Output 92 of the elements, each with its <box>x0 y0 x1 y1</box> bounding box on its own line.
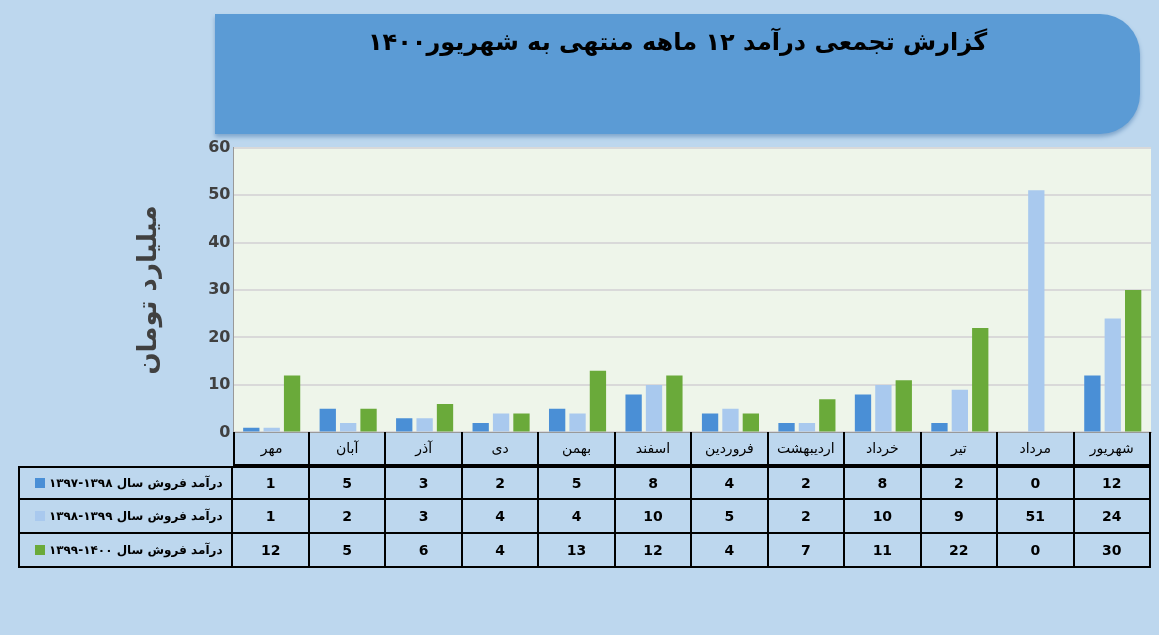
bar <box>569 413 586 432</box>
bar <box>798 422 816 432</box>
data-label: 5 <box>692 500 769 535</box>
data-label: 5 <box>309 534 387 569</box>
data-label: 12 <box>615 534 693 569</box>
x-tick-label: بهمن <box>539 432 616 467</box>
bar <box>1084 375 1101 432</box>
bar <box>819 399 836 432</box>
x-tick-label: تیر <box>921 432 999 467</box>
x-tick-label: شهریور <box>1074 432 1151 467</box>
bar <box>1125 290 1142 432</box>
data-label: 13 <box>539 534 616 569</box>
data-label: 1 <box>233 500 310 535</box>
data-label: 3 <box>386 466 463 501</box>
data-label: 8 <box>615 466 693 501</box>
data-label: 2 <box>462 466 540 501</box>
data-label: 2 <box>768 500 846 535</box>
data-label: 12 <box>233 534 310 569</box>
x-tick-label: مرداد <box>998 432 1075 467</box>
x-tick-label: اردیبهشت <box>768 432 846 467</box>
data-label: 3 <box>386 500 463 535</box>
x-tick-label: مهر <box>233 432 310 467</box>
legend-label: درآمد فروش سال ۱۳۹۹-۱۳۹۸ <box>48 509 223 524</box>
bar <box>472 422 489 432</box>
bar <box>701 413 719 432</box>
bar <box>951 389 968 432</box>
x-tick-label: فروردین <box>692 432 769 467</box>
data-label: 1 <box>233 466 310 501</box>
data-label: 7 <box>768 534 846 569</box>
data-label: 12 <box>1074 466 1151 501</box>
bar <box>360 408 377 432</box>
data-label: 8 <box>845 466 922 501</box>
y-tick-label: 0 <box>219 421 231 441</box>
bar <box>513 413 530 432</box>
y-tick-label: 20 <box>208 326 231 346</box>
x-tick-label: آذر <box>386 432 463 467</box>
y-tick-label: 40 <box>208 231 231 251</box>
bar <box>589 370 607 432</box>
y-tick-label: 50 <box>208 184 231 204</box>
data-label: 4 <box>692 466 769 501</box>
bar <box>666 375 683 432</box>
data-label: 51 <box>998 500 1075 535</box>
data-label: 2 <box>921 466 999 501</box>
bar <box>742 413 760 432</box>
data-label: 22 <box>921 534 999 569</box>
legend-label: درآمد فروش سال ۱۴۰۰-۱۳۹۹ <box>48 543 223 558</box>
data-label: 9 <box>921 500 999 535</box>
data-label: 2 <box>309 500 387 535</box>
bar <box>895 380 912 432</box>
data-label: 24 <box>1074 500 1151 535</box>
data-label: 10 <box>615 500 693 535</box>
bar <box>492 413 510 432</box>
bar <box>319 408 336 432</box>
y-axis-title: میلیارد تومان <box>132 205 164 375</box>
x-tick-label: خرداد <box>845 432 922 467</box>
x-tick-label: دی <box>462 432 540 467</box>
bar <box>854 394 872 432</box>
x-tick-label: اسفند <box>615 432 693 467</box>
bar <box>625 394 642 432</box>
bar <box>283 375 301 432</box>
data-label: 11 <box>845 534 922 569</box>
bar <box>778 422 795 432</box>
bar <box>875 384 892 432</box>
data-label: 10 <box>845 500 922 535</box>
data-label: 2 <box>768 466 846 501</box>
y-tick-label: 30 <box>208 279 231 299</box>
bar <box>340 422 357 432</box>
bar <box>436 403 454 432</box>
bar <box>722 408 739 432</box>
bar <box>1104 318 1121 432</box>
data-label: 4 <box>462 534 540 569</box>
data-label: 4 <box>462 500 540 535</box>
data-label: 30 <box>1074 534 1151 569</box>
bar <box>645 384 663 432</box>
data-label: 5 <box>539 466 616 501</box>
data-label: 5 <box>309 466 387 501</box>
data-label: 4 <box>539 500 616 535</box>
data-label: 4 <box>692 534 769 569</box>
legend-label: درآمد فروش سال ۱۳۹۸-۱۳۹۷ <box>48 476 223 491</box>
data-label: 0 <box>998 534 1075 569</box>
bar <box>972 327 989 432</box>
y-tick-label: 60 <box>208 136 231 156</box>
bar <box>931 422 948 432</box>
bar <box>1028 190 1045 432</box>
x-tick-label: آبان <box>309 432 387 467</box>
bar <box>416 418 433 432</box>
bar <box>396 418 413 432</box>
y-tick-label: 10 <box>208 374 231 394</box>
bar <box>549 408 566 432</box>
data-label: 0 <box>998 466 1075 501</box>
data-label: 6 <box>386 534 463 569</box>
chart-title: گزارش تجمعی درآمد ۱۲ ماهه منتهی به شهریور۱۴۰۰ <box>366 28 989 56</box>
